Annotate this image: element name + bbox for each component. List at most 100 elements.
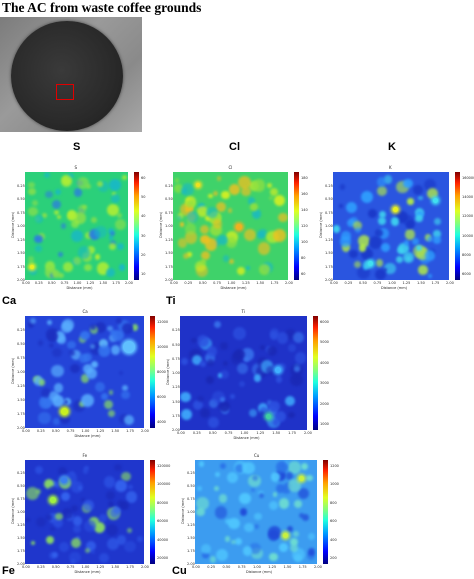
heatmap-texture (51, 364, 65, 378)
heatmap-texture (119, 500, 129, 510)
x-tick-ti: 0.25 (192, 431, 201, 435)
x-tick-ca: 0.50 (51, 429, 60, 433)
heatmap-texture (397, 246, 405, 254)
heatmap-texture (51, 347, 62, 358)
heatmap-texture (114, 463, 122, 472)
heatmap-texture (62, 508, 73, 519)
colorbar-tick-s: 10 (141, 272, 146, 276)
heatmap-texture (204, 214, 212, 222)
label-k: K (388, 141, 396, 153)
heatmap-texture (61, 319, 74, 331)
heatmap-texture (106, 537, 120, 551)
heatmap-texture (368, 208, 378, 218)
colorbar-tick-cl: 140 (301, 208, 308, 212)
heatmap-texture (339, 203, 344, 208)
heatmap-hotspot (393, 206, 399, 212)
heatmap-texture (426, 235, 434, 243)
heatmap-texture (86, 184, 92, 190)
heatmap-texture (108, 178, 121, 191)
label-fe: Fe (2, 565, 15, 577)
heatmap-texture (255, 366, 267, 378)
x-tick-cl: 0.75 (213, 281, 221, 285)
heatmap-texture (53, 383, 64, 394)
y-tick-cu: 2.00 (187, 562, 195, 566)
y-axis-label-s: Distance (mm) (11, 212, 15, 238)
heatmap-texture (253, 512, 262, 521)
heatmap-texture (249, 409, 258, 418)
heatmap-texture (73, 516, 83, 526)
heatmap-texture (289, 543, 299, 553)
x-tick-cl: 1.25 (241, 281, 250, 285)
heatmap-texture (233, 327, 247, 340)
y-tick-cu: 1.50 (187, 536, 195, 540)
heatmap-texture (194, 260, 207, 273)
heatmap-texture (58, 541, 69, 552)
colorbar-tick-fe: 120000 (157, 464, 171, 468)
x-tick-ca: 0.00 (22, 429, 30, 433)
heatmap-hotspot (266, 414, 272, 420)
heatmap-texture (242, 461, 255, 475)
y-tick-fe: 2.00 (17, 562, 25, 566)
heatmap-hotspot (298, 475, 304, 481)
colorbar-ti (313, 316, 318, 430)
heatmap-texture (200, 224, 210, 235)
heatmap-texture (209, 212, 221, 224)
heatmap-texture (290, 374, 303, 387)
heatmap-texture (116, 243, 125, 251)
heatmap-texture (207, 417, 219, 428)
heatmap-texture (234, 463, 244, 473)
heatmap-k (333, 172, 449, 280)
y-tick-k: 1.50 (325, 251, 333, 255)
heatmap-texture (179, 222, 185, 228)
x-tick-ca: 1.25 (96, 429, 105, 433)
heatmap-texture (108, 235, 114, 240)
colorbar-tick-ca: 12000 (157, 320, 169, 324)
heatmap-texture (339, 184, 345, 190)
colorbar-tick-cl: 120 (301, 224, 308, 228)
x-tick-k: 0.25 (344, 281, 353, 285)
heatmap-texture (306, 551, 316, 561)
heatmap-texture (61, 492, 71, 502)
heatmap-texture (76, 176, 90, 190)
heatmap-texture (103, 476, 116, 488)
heatmap-texture (180, 357, 188, 365)
heatmap-texture (107, 325, 113, 332)
colorbar-tick-cu: 1200 (330, 464, 339, 468)
y-axis-label-cu: Distance (mm) (181, 498, 185, 524)
x-tick-cl: 0.00 (170, 281, 178, 285)
heatmap-texture (274, 411, 286, 423)
heatmap-texture (91, 217, 98, 223)
heatmap-texture (57, 335, 66, 345)
heatmap-hotspot (367, 260, 373, 266)
map-small-title-s: S (74, 165, 78, 170)
heatmap-texture (360, 190, 374, 204)
heatmap-texture (84, 465, 89, 470)
colorbar-tick-cl: 80 (301, 256, 306, 260)
heatmap-texture (69, 551, 81, 564)
heatmap-texture (269, 401, 281, 413)
x-tick-cu: 0.75 (237, 565, 246, 569)
map-small-title-cu: Cu (254, 453, 260, 458)
heatmap-texture (382, 267, 387, 272)
heatmap-texture (80, 497, 86, 503)
heatmap-texture (413, 185, 423, 195)
heatmap-texture (46, 320, 52, 326)
heatmap-texture (217, 373, 223, 378)
heatmap-texture (209, 224, 222, 237)
heatmap-texture (237, 266, 246, 276)
heatmap-texture (83, 500, 94, 511)
colorbar-fe (150, 460, 155, 564)
heatmap-texture (220, 342, 228, 350)
y-tick-s: 1.25 (17, 237, 25, 242)
map-small-title-cl: Cl (228, 165, 233, 170)
colorbar-tick-s: 20 (141, 252, 146, 257)
heatmap-texture (48, 390, 60, 401)
colorbar-tick-ti: 4000 (320, 360, 329, 365)
sample-disc (11, 21, 123, 131)
heatmap-texture (71, 538, 82, 549)
heatmap-texture (294, 365, 301, 372)
heatmap-texture (94, 381, 105, 393)
y-tick-cl: 2.00 (165, 278, 173, 282)
heatmap-texture (238, 176, 251, 190)
heatmap-texture (85, 541, 96, 552)
